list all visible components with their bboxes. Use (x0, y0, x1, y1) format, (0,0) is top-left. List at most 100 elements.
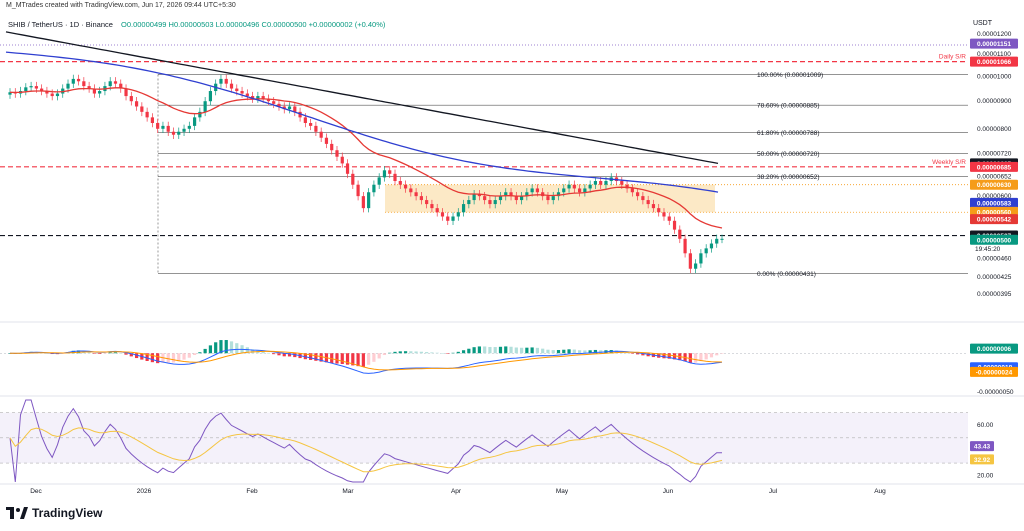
macd-histogram-bar (440, 353, 445, 354)
macd-histogram-bar (335, 353, 339, 364)
fib-level-label: 50.00% (0.00000720) (757, 151, 820, 158)
fib-level-label: 100.00% (0.00001009) (757, 72, 823, 79)
x-tick-label: May (556, 488, 569, 495)
macd-histogram-bar (446, 353, 450, 354)
x-tick-label: Apr (451, 488, 462, 495)
price-tag-label: 0.00000500 (977, 237, 1012, 244)
macd-histogram-bar (124, 353, 128, 355)
candle-body (55, 93, 60, 97)
candle-body (187, 125, 191, 129)
macd-histogram-bar (330, 353, 334, 364)
symbol-label[interactable]: SHIB / TetherUS · 1D · Binance (8, 20, 113, 29)
candle-body (667, 216, 671, 221)
candle-body (245, 93, 249, 97)
macd-histogram-bar (219, 340, 223, 354)
candle-body (556, 192, 561, 197)
candle-body (451, 216, 455, 221)
candle-body (324, 137, 329, 144)
candle-body (620, 181, 624, 185)
macd-histogram-bar (150, 353, 154, 363)
macd-histogram-bar (593, 349, 598, 354)
rsi-tag-label: 43.43 (974, 444, 991, 451)
rsi-tag (970, 454, 994, 465)
symbol-line: SHIB / TetherUS · 1D · Binance O0.000004… (8, 20, 385, 29)
candle-body (382, 170, 387, 178)
currency-label[interactable]: USDT (972, 20, 992, 27)
macd-histogram-bar (435, 352, 439, 354)
macd-histogram-bar (156, 353, 160, 364)
macd-histogram-bar (488, 346, 492, 354)
candle-body (356, 184, 360, 197)
macd-histogram-bar (113, 352, 118, 354)
candle-body (140, 106, 144, 112)
macd-y-tick-label: -0.00000050 (977, 389, 1014, 396)
candle-body (219, 78, 223, 84)
macd-pane (0, 340, 968, 374)
macd-histogram-bar (694, 353, 698, 363)
macd-histogram-bar (519, 347, 524, 354)
candle-body (235, 88, 239, 92)
macd-histogram-bar (641, 353, 645, 356)
macd-histogram-bar (367, 353, 371, 365)
candle-body (98, 91, 102, 94)
macd-histogram-bar (578, 350, 582, 354)
price-tag-label: 0.00000583 (977, 200, 1012, 207)
macd-histogram-bar (177, 353, 181, 362)
candle-body (124, 88, 128, 97)
macd-histogram-bar (277, 353, 281, 356)
rsi-pane (0, 399, 968, 483)
candle-body (266, 98, 271, 102)
macd-histogram-bar (214, 342, 218, 354)
macd-histogram-bar (530, 347, 534, 354)
axes: Dec 2026 Feb Mar Apr May Jun Jul Aug 0.00001200 0.… (0, 31, 1024, 495)
candle-body (314, 125, 318, 132)
candle-body (198, 111, 202, 118)
macd-histogram-bar (303, 353, 307, 360)
macd-histogram-bar (551, 350, 555, 354)
candle-body (92, 88, 96, 94)
candle-body (161, 125, 165, 129)
candle-body (24, 87, 28, 92)
macd-histogram-bar (419, 351, 423, 354)
price-tag (970, 161, 1018, 172)
macd-histogram-bar (235, 343, 239, 354)
price-tag (970, 197, 1018, 208)
ema-50-line (9, 87, 723, 229)
macd-histogram-bar (393, 351, 397, 354)
macd-histogram-bar (282, 353, 286, 357)
consolidation-range-box (385, 184, 715, 213)
candle-body (467, 200, 471, 205)
y-tick-label: 0.00001000 (977, 74, 1012, 81)
candle-body (688, 253, 692, 269)
macd-histogram-bar (293, 353, 297, 358)
author-line: M_MTrades created with TradingView.com, … (6, 2, 236, 9)
candle-body (50, 93, 54, 97)
candle-body (709, 243, 714, 249)
candle-body (388, 170, 392, 174)
macd-histogram-bar (525, 347, 529, 354)
x-tick-label: Jul (769, 488, 778, 495)
candle-body (562, 188, 566, 193)
macd-histogram-bar (340, 353, 344, 364)
candle-body (367, 192, 371, 209)
candle-body (414, 192, 418, 197)
price-pane: 100.00% (0.00001009) 78.60% (0.00000885) 6… (0, 31, 968, 278)
ema-200-line (5, 31, 719, 165)
candle-body (493, 200, 497, 205)
candle-body (76, 78, 81, 82)
macd-histogram-bar (699, 353, 703, 362)
macd-histogram-bar (715, 353, 719, 356)
price-tag-label: 0.00000630 (977, 182, 1012, 189)
macd-signal-line (10, 350, 723, 371)
fib-level-label: 61.80% (0.00000788) (757, 130, 820, 137)
macd-histogram-bar (208, 345, 213, 354)
candle-body (425, 200, 429, 205)
candle-body (335, 150, 339, 157)
macd-histogram-bar (688, 353, 692, 363)
x-tick-label: Mar (342, 488, 354, 495)
candle-body (393, 173, 397, 182)
macd-histogram-bar (493, 347, 497, 354)
macd-histogram-bar (119, 353, 123, 354)
macd-histogram-bar (498, 346, 503, 354)
